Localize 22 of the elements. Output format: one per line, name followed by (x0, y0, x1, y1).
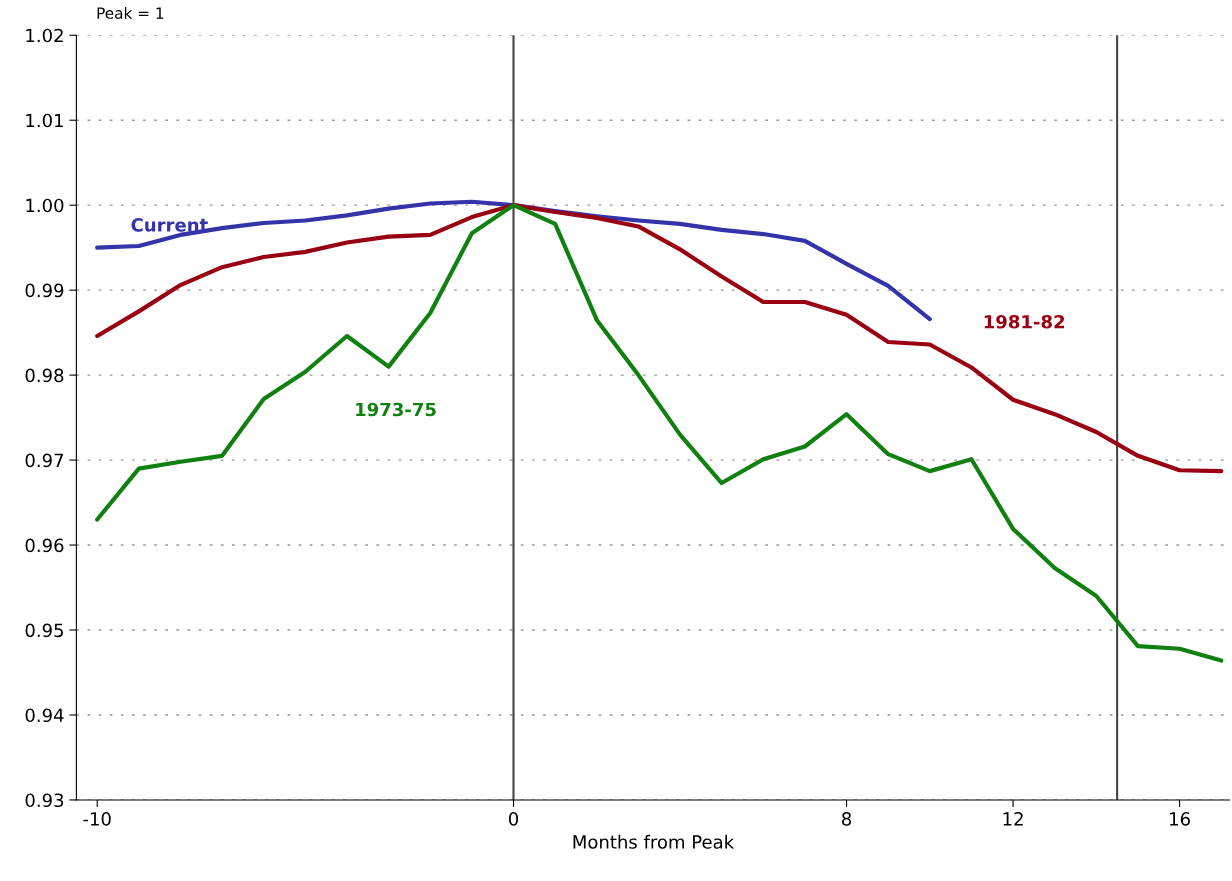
y-tick-label: 0.95 (25, 623, 63, 638)
series-label: Current (131, 218, 208, 232)
y-tick-label: 0.99 (25, 283, 64, 298)
y-tick-label: 1.00 (26, 198, 64, 213)
x-axis-title: Months from Peak (573, 834, 735, 849)
text: 1981-82 (984, 314, 1065, 329)
y-tick-label: 0.97 (25, 453, 64, 468)
x-tick-label: 0 (508, 812, 519, 826)
y-tick-label: 0.96 (25, 538, 64, 553)
x-tick-label: 16 (1170, 812, 1190, 826)
y-tick-label: 0.94 (25, 708, 64, 723)
line-series (95, 203, 1224, 663)
text: Peak = 1 (97, 7, 164, 19)
y-tick-label: 0.93 (25, 793, 64, 808)
x-tick-label: 8 (842, 812, 852, 826)
line-series (95, 203, 1224, 474)
y-tick-label: 1.01 (26, 113, 63, 128)
y-tick-label: 1.02 (26, 28, 63, 43)
x-tick-label: 12 (1003, 812, 1023, 826)
x-tick-label: -10 (83, 812, 111, 826)
text: 1973-75 (356, 402, 436, 417)
y-tick-label: 0.98 (25, 368, 64, 383)
